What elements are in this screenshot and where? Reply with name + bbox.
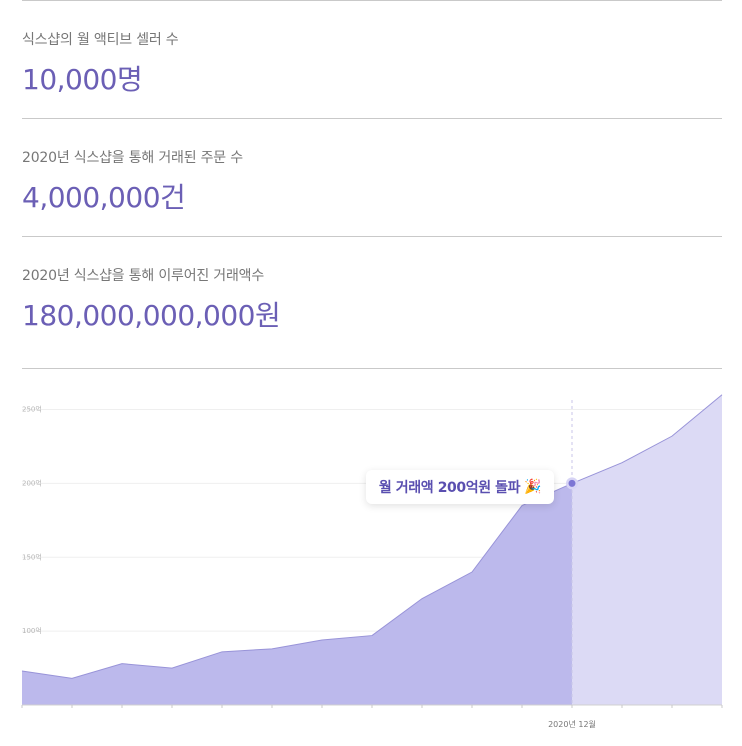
- callout-text: 월 거래액 200억원 돌파: [378, 480, 521, 496]
- milestone-callout: 월 거래액 200억원 돌파 🎉: [366, 470, 554, 504]
- divider: [22, 368, 722, 369]
- stat-label: 2020년 식스샵을 통해 이루어진 거래액수: [22, 268, 265, 284]
- axis-labels: 100억 150억 200억 250억 2020년 12월: [22, 406, 596, 729]
- y-tick-label: 200억: [22, 479, 42, 487]
- past-area: [22, 483, 572, 705]
- y-tick-label: 150억: [22, 553, 42, 561]
- stat-active-sellers: 식스샵의 월 액티브 셀러 수 10,000명: [22, 0, 722, 118]
- stat-label: 2020년 식스샵을 통해 거래된 주문 수: [22, 150, 243, 166]
- stat-value: 180,000,000,000원: [22, 299, 281, 332]
- stat-value: 10,000명: [22, 63, 143, 96]
- marker-dot: [568, 479, 576, 487]
- stat-label: 식스샵의 월 액티브 셀러 수: [22, 32, 179, 48]
- area-series: [21, 394, 723, 705]
- highlight-marker: [566, 400, 578, 705]
- stats-list: 식스샵의 월 액티브 셀러 수 10,000명 2020년 식스샵을 통해 거래…: [22, 0, 722, 354]
- x-tick-label: 2020년 12월: [548, 719, 596, 729]
- x-ticks: [21, 704, 723, 708]
- stat-orders: 2020년 식스샵을 통해 거래된 주문 수 4,000,000건: [22, 118, 722, 236]
- series-line: [21, 394, 723, 679]
- future-area: [572, 394, 722, 705]
- y-tick-label: 250억: [22, 406, 42, 414]
- stat-transaction-volume: 2020년 식스샵을 통해 이루어진 거래액수 180,000,000,000원: [22, 236, 722, 354]
- stat-value: 4,000,000건: [22, 181, 186, 214]
- y-tick-label: 100억: [22, 627, 42, 635]
- transaction-area-chart: 100억 150억 200억 250억 2020년 12월: [21, 394, 723, 729]
- party-popper-icon: 🎉: [524, 479, 542, 495]
